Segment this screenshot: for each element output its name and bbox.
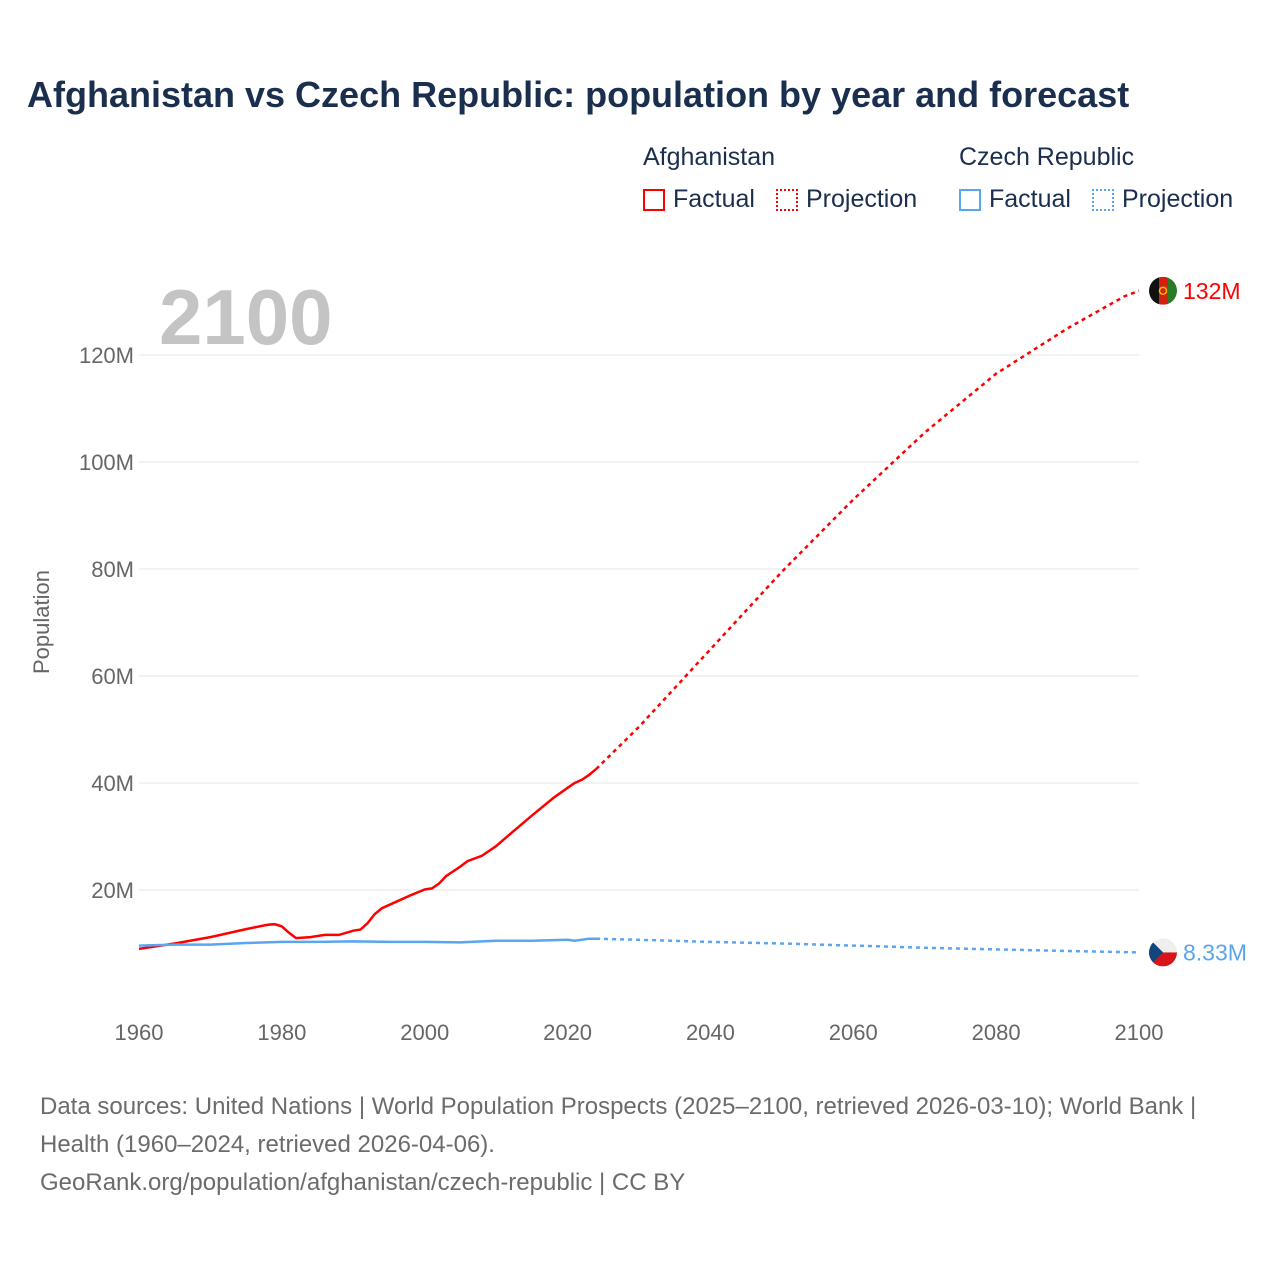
legend-label: Factual (673, 185, 755, 213)
legend-afghanistan-projection[interactable]: Projection (776, 185, 917, 214)
year-display: 2100 (159, 273, 333, 361)
x-tick-label: 2000 (400, 1020, 449, 1045)
x-tick-label: 1960 (115, 1020, 164, 1045)
x-tick-label: 1980 (257, 1020, 306, 1045)
x-tick-label: 2100 (1115, 1020, 1164, 1045)
data-sources: Data sources: United Nations | World Pop… (40, 1093, 1197, 1158)
x-tick-label: 2040 (686, 1020, 735, 1045)
afghanistan-projection-line (595, 289, 1140, 770)
czech-republic-flag-icon (1149, 938, 1177, 967)
czech-republic-projection-line (596, 937, 1140, 954)
afghanistan-flag-icon (1149, 276, 1177, 305)
legend-swatch-dotted (776, 188, 798, 211)
legend-swatch-solid (959, 188, 981, 211)
y-tick-label: 20M (91, 878, 134, 903)
czech-republic-factual-line (138, 937, 597, 947)
legend-czech-projection[interactable]: Projection (1092, 185, 1233, 214)
y-tick-label: 100M (79, 450, 134, 475)
source-url[interactable]: GeoRank.org/population/afghanistan/czech… (40, 1169, 686, 1196)
footer: Data sources: United Nations | World Pop… (40, 1088, 1240, 1202)
y-tick-label: 40M (91, 771, 134, 796)
czech-republic-end-label: 8.33M (1183, 939, 1247, 965)
x-tick-label: 2080 (972, 1020, 1021, 1045)
legend-label: Factual (989, 185, 1071, 213)
x-tick-label: 2060 (829, 1020, 878, 1045)
legend-afghanistan-factual[interactable]: Factual (643, 185, 755, 214)
legend-swatch-solid (643, 188, 665, 211)
legend-group-afghanistan: Afghanistan (643, 143, 776, 171)
x-tick-label: 2020 (543, 1020, 592, 1045)
y-tick-label: 120M (79, 343, 134, 368)
afghanistan-factual-line (138, 768, 597, 951)
legend-group-czech: Czech Republic (959, 143, 1135, 171)
legend-label: Projection (806, 185, 918, 213)
y-tick-label: 60M (91, 664, 134, 689)
y-tick-label: 80M (91, 557, 134, 582)
chart-title: Afghanistan vs Czech Republic: populatio… (27, 74, 1130, 115)
legend-label: Projection (1122, 185, 1234, 213)
afghanistan-end-label: 132M (1183, 278, 1241, 304)
legend-swatch-dotted (1092, 188, 1114, 211)
legend-czech-factual[interactable]: Factual (959, 185, 1071, 214)
